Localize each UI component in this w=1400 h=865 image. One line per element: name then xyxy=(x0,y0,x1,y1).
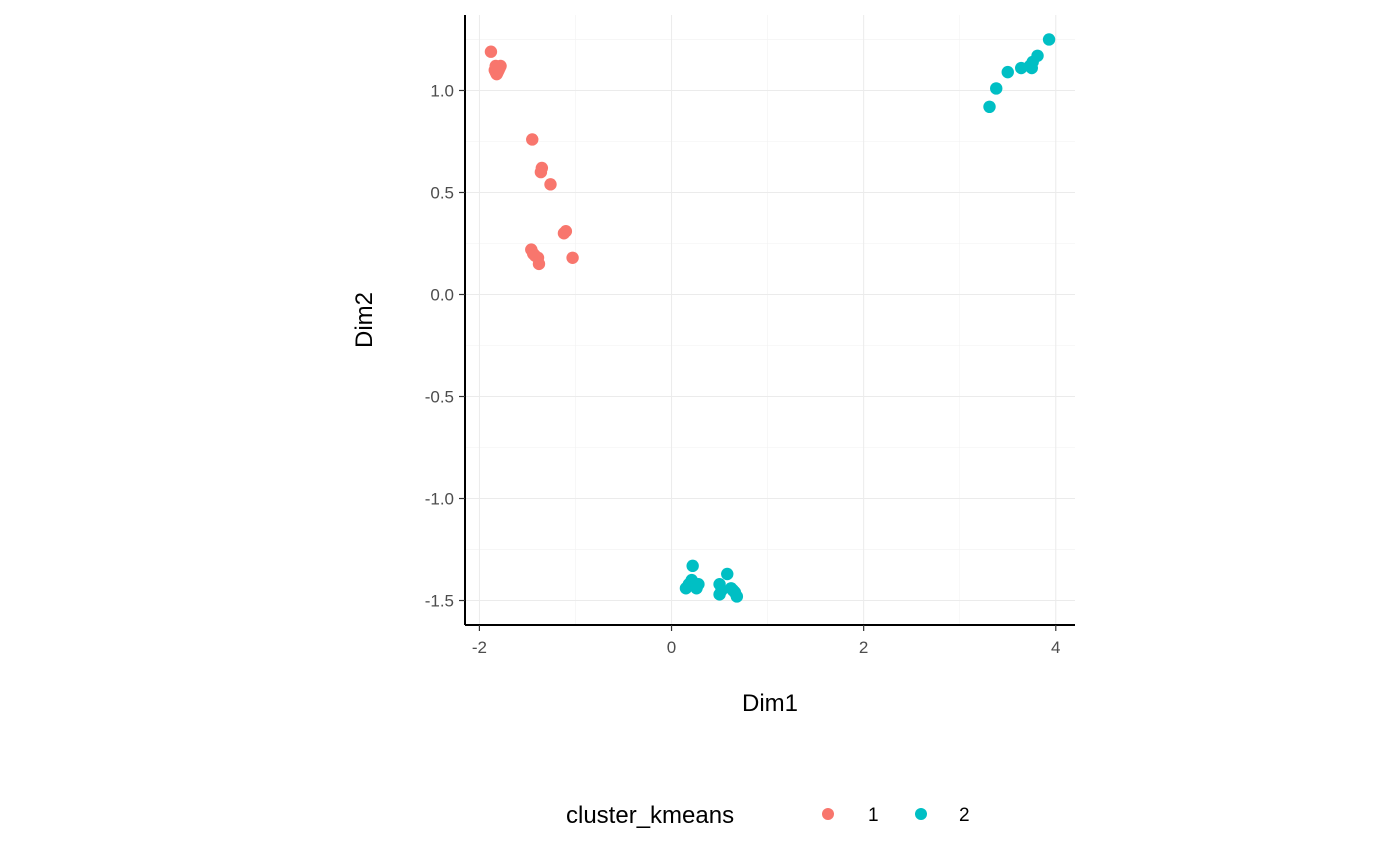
legend: cluster_kmeans 1 2 xyxy=(566,802,970,829)
y-tick-label-4: 0.5 xyxy=(430,183,454,202)
grid-lines xyxy=(465,15,1075,625)
legend-key-1 xyxy=(822,808,834,820)
x-tick-label-3: 4 xyxy=(1051,638,1060,657)
point-cluster-1-15 xyxy=(557,227,571,240)
x-tick-label-2: 2 xyxy=(859,638,868,657)
point-cluster-2-19 xyxy=(721,567,734,581)
tick-labels: -2 0 2 4 -1.5 -1.0 -0.5 0.0 0.5 1.0 xyxy=(425,81,1061,657)
y-tick-label-3: 0.0 xyxy=(430,285,454,304)
y-tick-label-2: -0.5 xyxy=(425,388,454,407)
point-cluster-2-14 xyxy=(679,582,693,595)
point-cluster-2-0 xyxy=(1042,33,1056,46)
point-cluster-1-13 xyxy=(544,178,557,191)
point-cluster-1-21 xyxy=(566,251,579,264)
legend-title: cluster_kmeans xyxy=(566,802,734,829)
point-cluster-1-10 xyxy=(526,133,539,146)
point-cluster-2-6 xyxy=(1001,65,1014,79)
y-tick-label-1: -1.0 xyxy=(425,490,454,509)
point-cluster-1-9 xyxy=(491,61,504,75)
x-tick-label-0: -2 xyxy=(472,638,487,657)
point-cluster-2-18 xyxy=(713,588,726,601)
point-cluster-2-9 xyxy=(686,559,699,573)
point-cluster-2-7 xyxy=(990,82,1003,95)
legend-label-1: 1 xyxy=(868,805,879,826)
point-cluster-2-23 xyxy=(726,584,740,597)
point-cluster-1-12 xyxy=(534,165,548,179)
y-axis-title: Dim2 xyxy=(351,292,378,348)
y-tick-label-5: 1.0 xyxy=(430,81,454,100)
legend-key-2 xyxy=(915,808,927,820)
x-tick-label-1: 0 xyxy=(667,638,676,657)
point-cluster-2-15 xyxy=(690,582,703,595)
data-points xyxy=(484,33,1056,603)
y-tick-label-0: -1.5 xyxy=(425,592,454,611)
point-cluster-1-0 xyxy=(484,45,498,58)
point-cluster-1-20 xyxy=(532,257,546,271)
legend-label-2: 2 xyxy=(959,805,970,826)
axes xyxy=(464,15,1075,626)
point-cluster-2-8 xyxy=(983,100,996,114)
x-axis-title: Dim1 xyxy=(742,690,798,717)
point-cluster-2-5 xyxy=(1015,61,1028,75)
